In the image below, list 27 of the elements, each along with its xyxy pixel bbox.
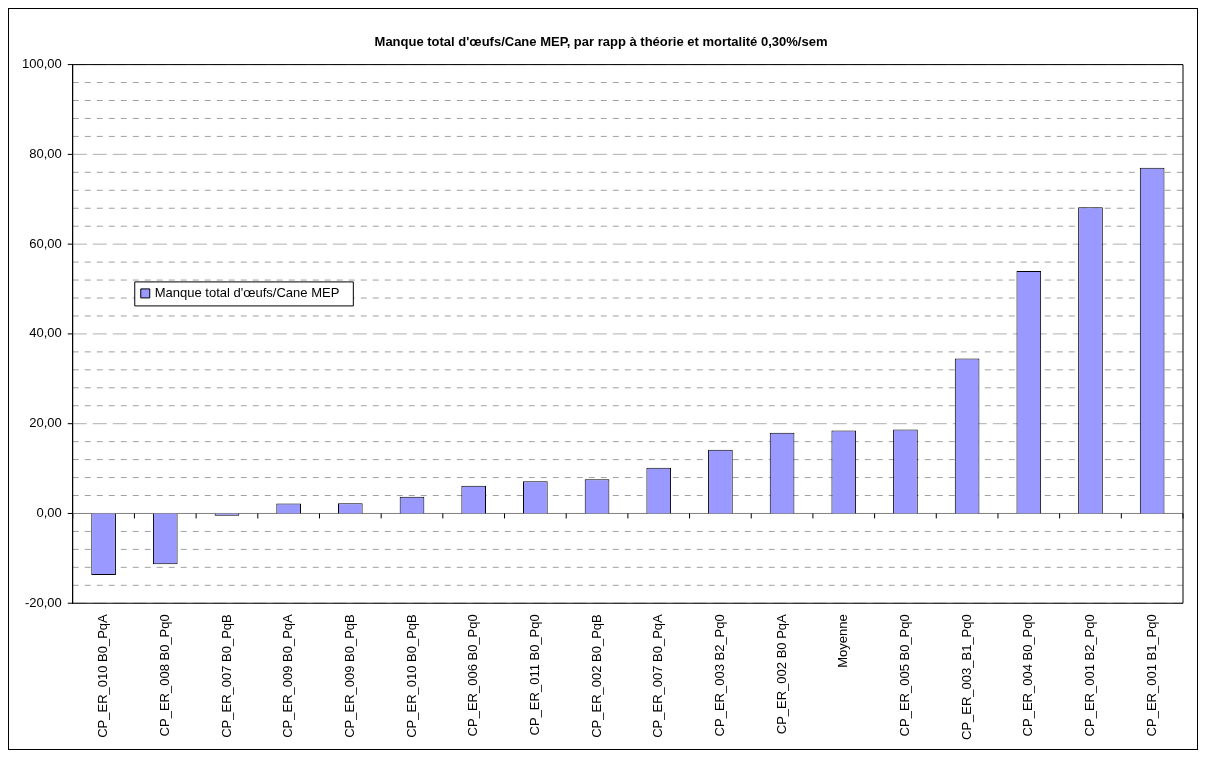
x-tick-label: CP_ER_007 B0_PqB <box>218 614 234 738</box>
x-tick-label: CP_ER_006 B0_Pq0 <box>465 614 481 737</box>
x-tick-label: CP_ER_011 B0_Pq0 <box>526 614 542 736</box>
y-tick-label: 0,00 <box>36 505 62 521</box>
x-tick-label: CP_ER_009 B0_PqA <box>280 613 296 738</box>
y-tick-label: 80,00 <box>29 145 62 161</box>
x-tick-label: CP_ER_003_B1_Pq0 <box>958 614 974 741</box>
x-tick-label: CP_ER_003 B2_Pq0 <box>711 614 727 737</box>
x-tick-label: CP_ER_009 B0_PqB <box>341 614 357 738</box>
x-tick-label: CP_ER_010 B0_PqA <box>95 613 111 738</box>
y-tick-label: 100,00 <box>22 56 62 72</box>
x-tick-label: CP_ER_007 B0_PqA <box>650 613 666 738</box>
x-tick-label: CP_ER_001 B1_Pq0 <box>1143 614 1159 737</box>
y-tick-label: 40,00 <box>29 325 62 341</box>
y-tick-label: 60,00 <box>29 235 62 251</box>
x-tick-label: CP_ER_010 B0_PqB <box>403 614 419 738</box>
x-tick-label: Moyenne <box>835 614 851 668</box>
y-tick-label: 20,00 <box>29 415 62 431</box>
chart-title: Manque total d'œufs/Cane MEP, par rapp à théorie et mortalité 0,30%/sem <box>374 34 828 50</box>
x-tick-label: CP_ER_002 B0 PqA <box>773 613 789 735</box>
x-tick-label: CP_ER_004 B0_Pq0 <box>1020 614 1036 737</box>
x-tick-label: CP_ER_001 B2_Pq0 <box>1082 614 1098 737</box>
y-tick-label: -20,00 <box>24 594 62 610</box>
x-tick-label: CP_ER_005 B0_Pq0 <box>897 614 913 737</box>
legend-label: Manque total d'œufs/Cane MEP <box>154 285 340 301</box>
x-tick-label: CP_ER_002 B0_PqB <box>588 614 604 738</box>
x-tick-label: CP_ER_008 B0_Pq0 <box>156 614 172 737</box>
